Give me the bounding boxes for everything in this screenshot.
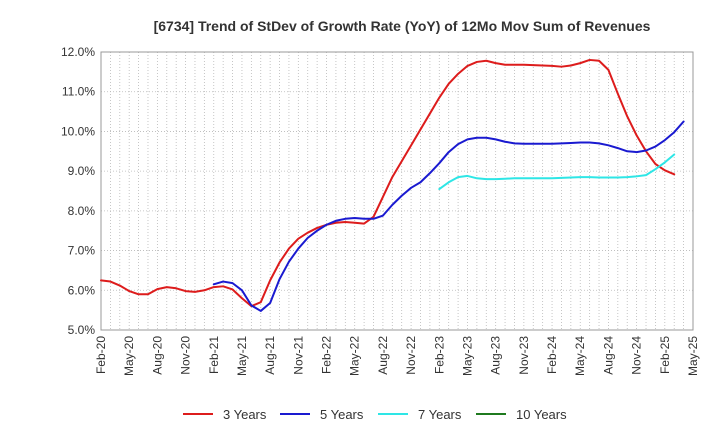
x-tick-label: May-23	[460, 336, 474, 376]
x-tick-label: Feb-22	[320, 336, 334, 374]
chart-title: [6734] Trend of StDev of Growth Rate (Yo…	[154, 18, 651, 34]
x-tick-label: Aug-22	[376, 336, 390, 375]
x-tick-label: Feb-25	[658, 336, 672, 374]
legend-label: 10 Years	[516, 407, 567, 422]
y-tick-label: 6.0%	[68, 283, 96, 297]
legend-label: 7 Years	[418, 407, 462, 422]
grid	[101, 52, 693, 330]
x-tick-label: Nov-21	[291, 336, 305, 375]
y-tick-label: 7.0%	[68, 244, 96, 258]
legend: 3 Years 5 Years 7 Years 10 Years	[183, 407, 567, 422]
x-tick-label: Feb-20	[94, 336, 108, 374]
legend-label: 5 Years	[320, 407, 364, 422]
x-tick-label: May-20	[122, 336, 136, 376]
x-tick-label: May-21	[235, 336, 249, 376]
x-tick-label: Aug-21	[263, 336, 277, 375]
x-tick-label: Feb-23	[432, 336, 446, 374]
x-tick-label: May-24	[573, 336, 587, 376]
series-line-7-years	[438, 153, 676, 191]
y-axis-ticks: 5.0% 6.0% 7.0% 8.0% 9.0% 10.0% 11.0% 12.0%	[61, 45, 95, 337]
y-tick-label: 12.0%	[61, 45, 95, 59]
x-tick-label: Aug-23	[489, 336, 503, 375]
x-tick-label: Nov-24	[630, 336, 644, 375]
y-tick-label: 9.0%	[68, 164, 96, 178]
plot-area-frame	[100, 51, 694, 331]
legend-label: 3 Years	[223, 407, 267, 422]
x-tick-label: Feb-24	[545, 336, 559, 374]
x-tick-label: Nov-23	[517, 336, 531, 375]
x-tick-label: May-22	[348, 336, 362, 376]
series-line-5-years	[212, 120, 685, 312]
x-tick-label: Aug-20	[150, 336, 164, 375]
y-tick-label: 11.0%	[62, 85, 95, 99]
y-tick-label: 8.0%	[68, 204, 96, 218]
x-tick-label: May-25	[686, 336, 700, 376]
x-axis-ticks: Feb-20 May-20 Aug-20 Nov-20 Feb-21 May-21 Aug-…	[94, 336, 700, 376]
series-line-3-years	[100, 58, 676, 308]
series-lines	[100, 58, 685, 312]
x-tick-label: Nov-22	[404, 336, 418, 375]
y-tick-label: 10.0%	[61, 124, 95, 138]
x-tick-label: Nov-20	[179, 336, 193, 375]
x-tick-label: Aug-24	[601, 336, 615, 375]
x-tick-label: Feb-21	[207, 336, 221, 374]
y-tick-label: 5.0%	[68, 323, 96, 337]
